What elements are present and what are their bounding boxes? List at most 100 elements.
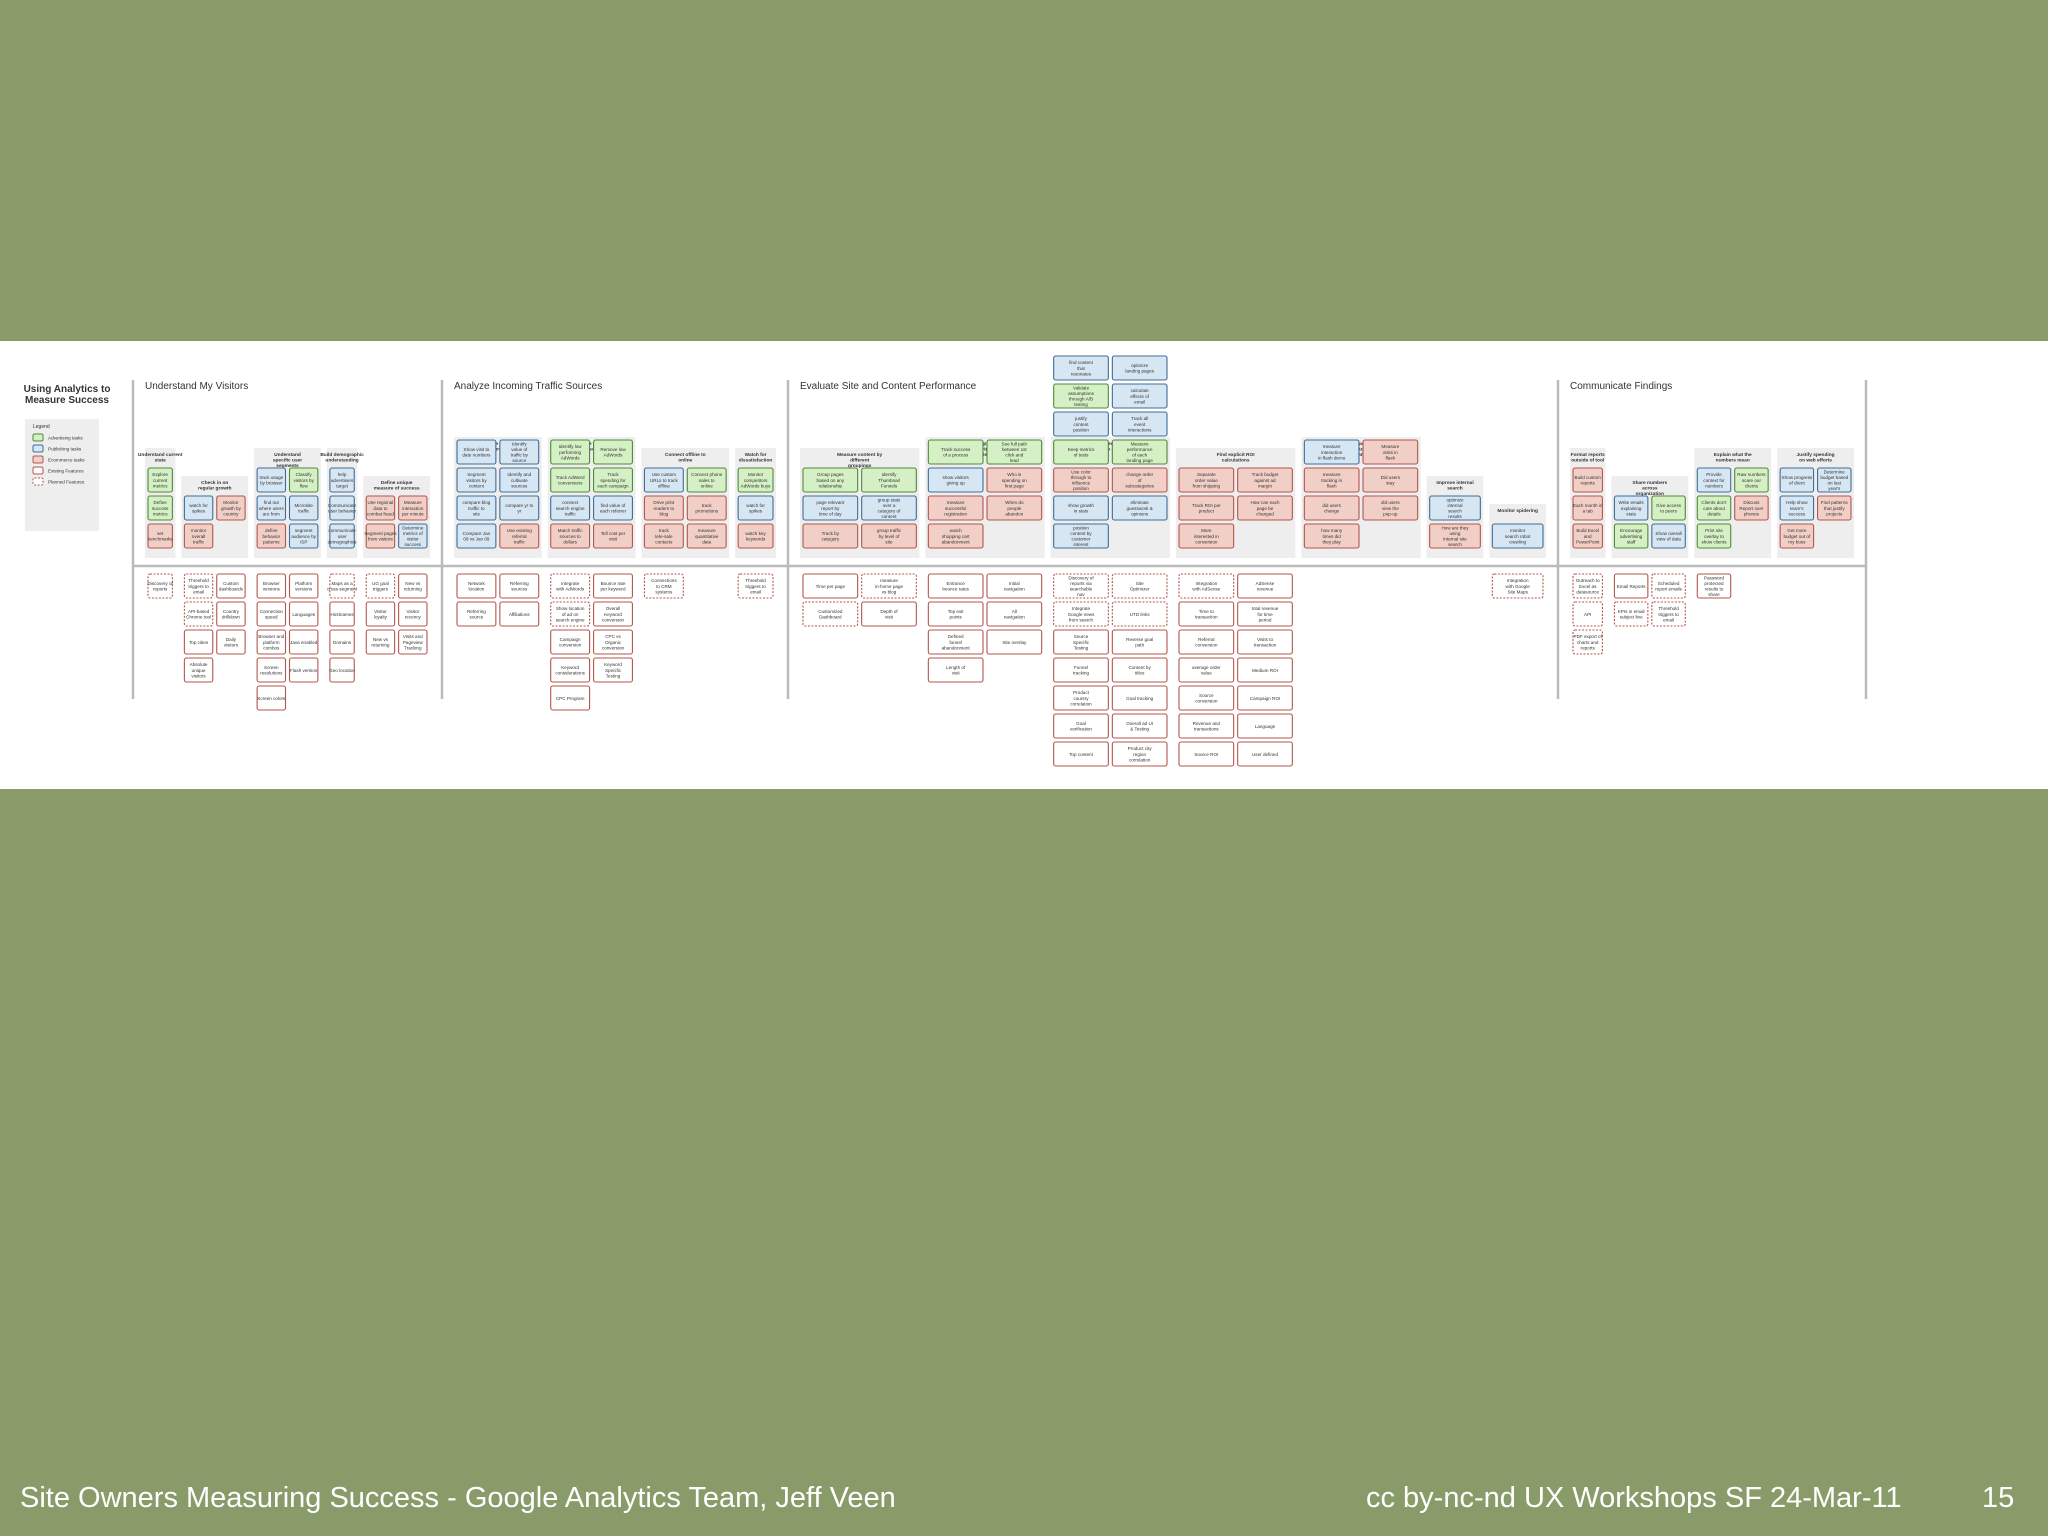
task-card: Remove low AdWords <box>593 439 633 465</box>
card-label: find value of each referrer <box>600 503 627 514</box>
feature-card: Screen colors <box>256 685 286 711</box>
task-card: communicate user demographics <box>328 523 357 549</box>
card-box <box>550 573 591 599</box>
task-card: Monitor growth by country <box>216 495 246 521</box>
feature-card: Top cities <box>183 629 214 655</box>
card-label: set benchmarks <box>148 531 174 542</box>
feature-card: Browser versions <box>256 573 287 599</box>
feature-card: Time to transaction <box>1178 601 1235 627</box>
task-group-title: Format reports outside of tool <box>1571 452 1605 464</box>
task-card: measure interaction in flash demo <box>1303 439 1360 465</box>
task-card: measure tracking in flash <box>1303 467 1360 493</box>
task-card: Identify value of traffic by source <box>499 439 540 465</box>
card-box <box>1053 573 1109 599</box>
feature-card: Threshold triggers to email <box>737 573 774 599</box>
card-box <box>986 629 1043 655</box>
card-label: justify content position <box>1073 416 1089 432</box>
card-box <box>1651 495 1686 521</box>
feature-card: All navigation <box>986 601 1043 627</box>
card-box <box>1053 629 1109 655</box>
card-label: Referring sources <box>510 581 529 592</box>
card-label: Match traffic sources to dollars <box>558 528 584 544</box>
card-label: group traffic by level of site <box>877 528 902 544</box>
card-label: Build custom reports <box>1575 475 1601 486</box>
card-label: Track AdWord conversions <box>556 475 585 486</box>
card-label: New vs returning <box>371 637 390 648</box>
card-box <box>499 495 540 521</box>
card-box <box>737 467 774 493</box>
card-box <box>927 629 984 655</box>
card-label: Screen resolutions <box>260 665 283 676</box>
feature-card: Keyword Specific Testing <box>593 657 633 683</box>
card-label: Java enabled <box>290 640 318 645</box>
card-label: Determine metrics of visitor success <box>402 525 424 547</box>
task-card: Monitor competitors AdWords buys <box>737 467 774 493</box>
card-label: Use existing referral traffic <box>507 528 532 544</box>
card-label: Connect phone sales to online <box>691 472 723 488</box>
card-box <box>802 523 859 549</box>
legend-swatch <box>32 477 44 486</box>
card-label: segment audience by ISP <box>291 528 316 544</box>
task-card: Microsite traffic <box>288 495 319 521</box>
task-card: Compare Jan 08 vs Jan 09 <box>456 523 497 549</box>
task-card: Build custom reports <box>1572 467 1603 493</box>
card-box <box>1303 495 1360 521</box>
feature-card: KPIs in email subject line <box>1613 601 1649 627</box>
card-box <box>1053 355 1109 381</box>
card-box <box>499 573 540 599</box>
card-box <box>593 601 633 627</box>
card-label: Time to transaction <box>1195 609 1218 620</box>
card-box <box>1053 741 1109 767</box>
card-label: find out where users are from <box>259 500 285 516</box>
card-box <box>927 573 984 599</box>
task-card: watch for spikes <box>737 495 774 521</box>
card-box <box>1696 467 1732 493</box>
feature-card: AdSense revenue <box>1237 573 1293 599</box>
card-label: Write emails explaining stats <box>1619 500 1645 516</box>
card-label: watch for spikes <box>746 503 765 514</box>
card-box <box>1111 629 1168 655</box>
card-box <box>1237 467 1293 493</box>
card-label: total revenue for time period <box>1252 606 1279 622</box>
task-card: Segment pages from visitors <box>364 523 397 549</box>
card-box <box>802 467 859 493</box>
card-box <box>456 467 497 493</box>
card-box <box>1111 355 1168 381</box>
card-box <box>183 495 214 521</box>
card-box <box>256 573 287 599</box>
task-card: Each month in a tab <box>1572 495 1603 521</box>
task-card: Classify visitors by flow <box>288 467 319 493</box>
card-box <box>1362 495 1419 521</box>
task-card: watch key keywords <box>737 523 774 549</box>
card-label: API <box>1584 612 1591 617</box>
task-card: Track budget against ad margin <box>1237 467 1293 493</box>
feature-card: Visits to transaction <box>1237 629 1293 655</box>
task-group-title: Find explicit ROI calculations <box>1217 452 1256 464</box>
card-label: Network location <box>468 581 486 592</box>
card-label: Email Reports <box>1617 584 1647 589</box>
card-label: measure in-home page vs blog <box>875 578 904 594</box>
card-box <box>1178 685 1235 711</box>
card-box <box>1779 467 1815 493</box>
card-box <box>256 657 287 683</box>
card-box <box>365 629 396 655</box>
feature-card: Funnel tracking <box>1053 657 1109 683</box>
card-label: Validate assumptions through A/B testing <box>1068 385 1094 407</box>
legend-label: Ecommerce tasks <box>48 458 85 463</box>
card-label: Flash version <box>290 668 318 673</box>
feature-card: Source conversion <box>1178 685 1235 711</box>
card-box <box>593 495 633 521</box>
card-label: monitor search robot crawling <box>1505 528 1531 544</box>
task-group-title: Measure value of these sources <box>572 441 611 453</box>
task-card: optimize internal search results <box>1429 495 1481 521</box>
feature-card: Language <box>1237 713 1293 739</box>
card-label: Visitor recency <box>405 609 422 620</box>
card-label: Identify Thumbnail Funnels <box>878 472 899 488</box>
legend-swatch <box>32 444 44 453</box>
card-box <box>288 573 319 599</box>
card-box <box>861 573 917 599</box>
card-label: Platform versions <box>295 581 313 592</box>
task-card: How can each page be changed <box>1237 495 1293 521</box>
card-label: Top exit points <box>948 609 965 620</box>
feature-card: Network location <box>456 573 497 599</box>
